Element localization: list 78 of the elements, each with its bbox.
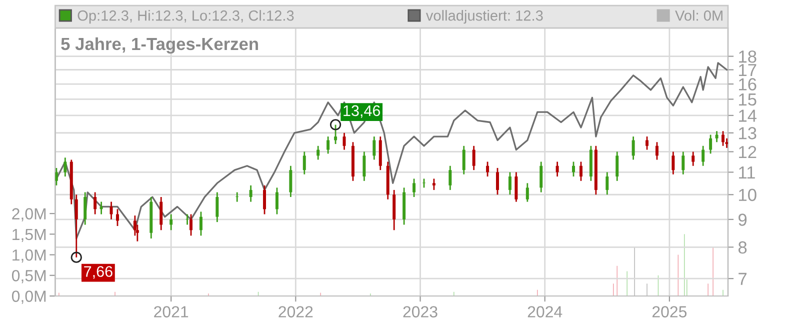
candlestick [508,172,512,196]
candlestick [616,151,619,182]
y2-tick-label: 1,0M [12,249,46,263]
candlestick [289,165,292,198]
y-tick-label: 8 [738,241,747,254]
candlestick [672,151,675,176]
candlestick [249,184,252,202]
y-tick-label: 17 [739,64,756,76]
y-tick-label: 13 [739,127,756,140]
y2-tick-label: 2,0M [12,208,46,222]
candlestick [116,208,119,227]
candlestick [526,182,529,202]
candlestick [722,130,725,147]
candlestick [432,178,436,191]
candlestick [632,136,635,160]
candlestick [472,145,476,171]
annotation: 13,46 [344,105,380,118]
x-tick-label: 2025 [652,306,687,318]
text: 5 Jahre, 1-Tages-Kerzen [61,37,258,54]
y2-tick-label: 0,0M [12,290,46,304]
y-tick-label: 10 [739,188,756,202]
candlestick [655,141,658,160]
x-tick-label: 2022 [278,306,313,318]
annotation: 7,66 [84,266,112,279]
x-tick-label: 2021 [154,306,188,318]
candlestick [448,165,452,191]
candlestick [646,136,649,150]
candlestick [514,172,518,202]
y2-tick-label: 0,5M [12,270,46,284]
candlestick [412,178,416,198]
candlestick [579,161,582,182]
candlestick [160,196,163,231]
candlestick [496,167,499,196]
legend-label: Op:12.3, Hi:12.3, Lo:12.3, Cl:12.3 [78,10,294,24]
candlestick [316,145,320,160]
legend-label: Vol: 0M [675,10,722,21]
y-tick-label: 7 [738,272,747,285]
candlestick [199,211,202,236]
candlestick [326,136,330,154]
y-tick-label: 15 [739,94,756,106]
candlestick [709,134,712,154]
candlestick [64,156,67,178]
y-tick-label: 14 [739,110,757,122]
candlestick [186,214,189,226]
candlestick [486,161,490,178]
candlestick [702,145,705,167]
candlestick [84,192,87,226]
legend-label: volladjustiert: 12.3 [426,10,543,24]
candlestick [692,151,695,167]
y-tick-label: 9 [738,214,747,226]
x-tick-label: 2023 [403,306,438,318]
x-tick-label: 2024 [528,306,562,318]
candlestick [462,145,466,176]
candlestick [362,151,366,182]
candlestick [572,161,575,178]
candlestick [682,151,685,176]
candlestick [100,201,103,215]
candlestick [236,192,239,202]
candlestick [55,167,58,186]
y2-tick-label: 1,5M [12,228,46,242]
y-tick-label: 11 [739,166,755,178]
candlestick [302,151,306,176]
candlestick [275,186,278,215]
line-series [56,62,728,240]
candlestick [110,201,113,220]
y-tick-label: 12 [739,146,756,158]
candlestick [556,161,559,178]
candlestick [263,184,266,215]
candlestick [540,161,543,193]
candlestick [216,192,219,223]
candlestick [94,192,97,215]
candlestick [715,130,718,143]
candlestick [372,136,376,160]
candlestick [606,172,609,196]
y-tick-label: 18 [739,50,756,63]
candlestick [190,214,192,236]
y-tick-label: 16 [739,78,756,90]
candlestick [170,214,173,231]
